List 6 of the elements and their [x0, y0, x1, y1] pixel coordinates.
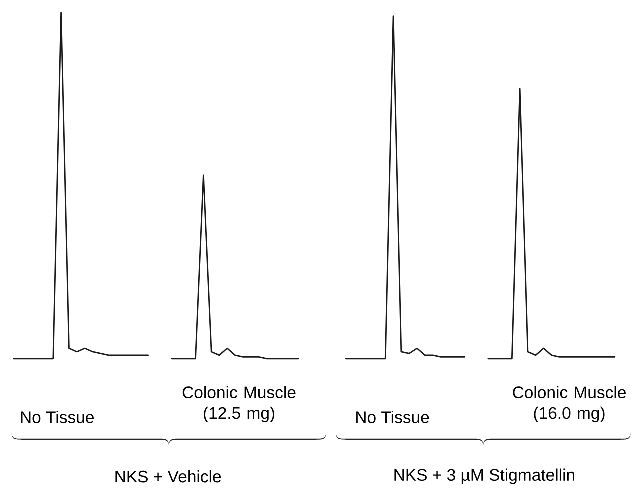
- text: NKS + Vehicle: [116, 470, 222, 483]
- text: Colonic Muscle (12.5 mg): [182, 386, 296, 422]
- text: No Tissue: [21, 410, 94, 424]
- text: No Tissue: [356, 410, 430, 424]
- text: NKS + 3 µM Stigmatellin: [394, 468, 574, 484]
- text: Colonic Muscle (16.0 mg): [513, 386, 626, 422]
